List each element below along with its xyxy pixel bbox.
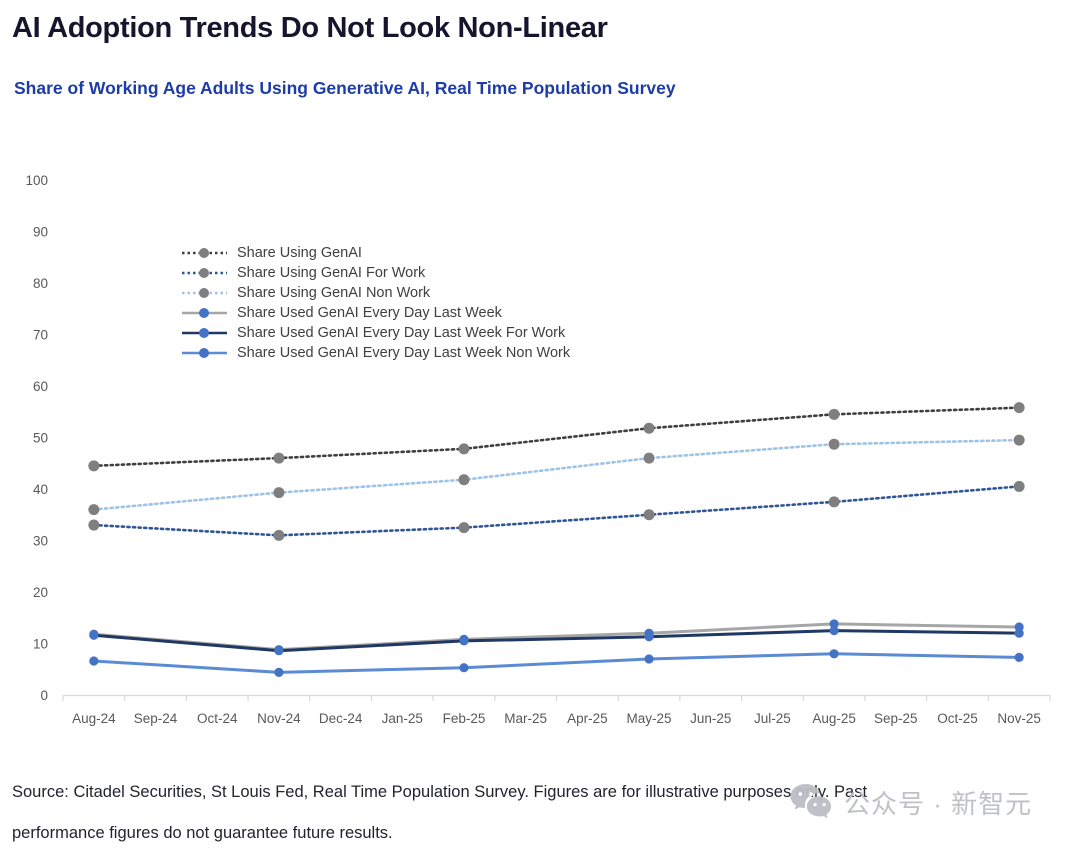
legend-item: Share Using GenAI For Work: [181, 263, 570, 283]
data-point-s5: [829, 649, 839, 659]
legend-label: Share Used GenAI Every Day Last Week For…: [237, 325, 566, 341]
series-line-1: [92, 485, 1021, 537]
legend-item: Share Used GenAI Every Day Last Week Non…: [181, 343, 570, 363]
data-point-s1: [458, 522, 470, 534]
data-point-s0: [1013, 402, 1025, 414]
y-tick-label: 30: [33, 534, 48, 549]
y-tick-label: 0: [40, 688, 48, 703]
y-tick-label: 40: [33, 482, 48, 497]
data-point-s2: [1013, 434, 1025, 446]
data-point-s0: [458, 443, 470, 455]
legend-item: Share Used GenAI Every Day Last Week: [181, 303, 570, 323]
data-point-s2: [643, 452, 655, 464]
x-tick-label: Nov-25: [997, 711, 1041, 726]
y-tick-label: 50: [33, 431, 48, 446]
x-tick-label: Apr-25: [567, 711, 608, 726]
chart-subtitle: Share of Working Age Adults Using Genera…: [14, 78, 676, 98]
x-tick-label: Dec-24: [319, 711, 363, 726]
series-line-2: [92, 438, 1021, 511]
x-tick-label: Oct-25: [937, 711, 978, 726]
data-point-s4: [644, 632, 654, 642]
watermark-text: 公众号 · 新智元: [844, 788, 1033, 819]
x-tick-label: May-25: [627, 711, 672, 726]
data-point-s0: [273, 452, 285, 464]
legend-item: Share Using GenAI: [181, 243, 570, 263]
data-point-s4: [829, 626, 839, 636]
x-tick-label: Aug-25: [812, 711, 856, 726]
data-point-s0: [88, 460, 100, 472]
series-line-0: [92, 406, 1021, 468]
y-tick-label: 60: [33, 379, 48, 394]
data-point-s2: [828, 438, 840, 450]
data-point-s1: [643, 509, 655, 521]
data-point-s5: [274, 667, 284, 677]
chart-legend: Share Using GenAI Share Using GenAI For W…: [181, 243, 570, 363]
chart-canvas: 0 10 20 30 40 50 60 70 80 90 100 Aug-24 Sep-24 Oct-24…: [25, 173, 1051, 726]
y-tick-label: 100: [25, 173, 48, 188]
legend-sample-solid-line-icon: [182, 348, 227, 358]
legend-item: Share Used GenAI Every Day Last Week For…: [181, 323, 570, 343]
data-point-s2: [273, 487, 285, 499]
legend-label: Share Using GenAI: [237, 245, 362, 261]
x-tick-label: Sep-25: [874, 711, 918, 726]
data-point-s1: [1013, 480, 1025, 492]
data-point-s4: [1014, 628, 1024, 638]
data-point-s1: [88, 519, 100, 531]
y-tick-label: 10: [33, 637, 48, 652]
series-line-5: [92, 652, 1021, 674]
wechat-icon: [790, 784, 831, 819]
legend-label: Share Using GenAI For Work: [237, 265, 426, 281]
data-point-s0: [643, 422, 655, 434]
legend-sample-dotted-line-icon: [182, 268, 227, 278]
x-tick-label: Sep-24: [134, 711, 178, 726]
legend-label: Share Using GenAI Non Work: [237, 285, 431, 301]
data-point-s4: [89, 630, 99, 640]
y-tick-label: 90: [33, 225, 48, 240]
data-point-s2: [88, 504, 100, 516]
x-tick-label: Feb-25: [443, 711, 486, 726]
legend-sample-dotted-line-icon: [182, 288, 227, 298]
watermark: 公众号 · 新智元: [788, 781, 1032, 823]
legend-sample-solid-line-icon: [182, 328, 227, 338]
legend-label: Share Used GenAI Every Day Last Week Non…: [237, 345, 571, 361]
source-note-line1: Source: Citadel Securities, St Louis Fed…: [12, 783, 868, 801]
page-title: AI Adoption Trends Do Not Look Non-Linea…: [12, 12, 608, 44]
data-point-s1: [273, 529, 285, 541]
y-tick-label: 80: [33, 276, 48, 291]
legend-item: Share Using GenAI Non Work: [181, 283, 570, 303]
data-point-s5: [1014, 652, 1024, 663]
data-point-s5: [459, 663, 469, 673]
source-note-line2: performance figures do not guarantee fut…: [12, 824, 393, 842]
data-point-s1: [828, 496, 840, 508]
source-note: Source: Citadel Securities, St Louis Fed…: [12, 772, 1072, 853]
x-tick-label: Jul-25: [754, 711, 791, 726]
legend-label: Share Used GenAI Every Day Last Week: [237, 305, 502, 321]
x-tick-label: Jan-25: [382, 711, 423, 726]
legend-sample-solid-line-icon: [182, 308, 227, 318]
x-tick-label: Oct-24: [197, 711, 238, 726]
series-line-4: [92, 629, 1021, 653]
x-tick-label: Jun-25: [690, 711, 731, 726]
data-point-s5: [644, 654, 654, 664]
data-point-s5: [89, 656, 99, 666]
x-tick-label: Aug-24: [72, 711, 116, 726]
x-tick-label: Nov-24: [257, 711, 301, 726]
data-point-s2: [458, 474, 470, 486]
y-tick-label: 70: [33, 328, 48, 343]
y-tick-label: 20: [33, 585, 48, 600]
data-point-s0: [828, 408, 840, 420]
data-point-s4: [274, 646, 284, 656]
data-point-s4: [459, 636, 469, 646]
legend-sample-dotted-line-icon: [182, 248, 227, 258]
data-point-s3: [829, 619, 839, 629]
x-tick-label: Mar-25: [504, 711, 547, 726]
